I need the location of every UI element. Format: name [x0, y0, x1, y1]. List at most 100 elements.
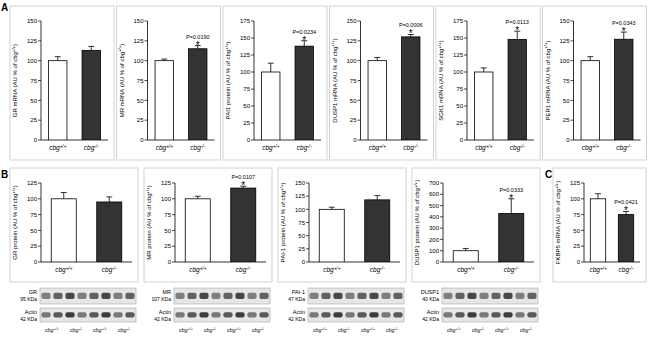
- significance-marker: *: [515, 25, 519, 36]
- blot-label: Actin: [293, 309, 305, 315]
- bar-chart: DUSP1 mRNA (AU % of cbg+/+)0255075100125…: [330, 6, 434, 160]
- y-tick-label: 0: [247, 137, 251, 143]
- y-tick-label: 50: [350, 98, 357, 104]
- y-tick-label: 0: [460, 137, 464, 143]
- text-part: ): [280, 183, 286, 185]
- superscript: +/+: [592, 144, 599, 149]
- chart-frame: [330, 6, 434, 160]
- y-tick: [38, 198, 41, 199]
- y-tick: [306, 262, 309, 263]
- lane-label: cbg+/+: [361, 327, 376, 333]
- x-tick-label: cbg-/-: [370, 266, 385, 274]
- text-part: ): [414, 180, 420, 182]
- y-tick: [440, 194, 443, 195]
- y-tick-label: 150: [346, 18, 357, 24]
- text-part: cbg: [495, 327, 504, 333]
- blot-membrane: [174, 288, 270, 304]
- western-blot: PAI-147 KDaActin42 KDacbg+/+cbg-/-cbg+/+…: [288, 288, 404, 333]
- y-tick: [172, 183, 175, 184]
- y-tick-label: 50: [298, 233, 305, 239]
- bar-chart: GR protein (AU % of cbg+/+)0255075100125…: [10, 168, 138, 282]
- y-tick: [571, 140, 574, 141]
- y-tick: [571, 60, 574, 61]
- y-tick-label: 125: [27, 38, 38, 44]
- text-part: GR protein (AU % of cbg: [12, 194, 18, 260]
- blot-membrane: [308, 308, 404, 322]
- y-tick-label: 150: [559, 18, 570, 24]
- y-tick-label: 125: [240, 52, 251, 58]
- y-tick-label: 125: [295, 193, 306, 199]
- x-tick-label: cbg-/-: [236, 266, 251, 274]
- blot-kda: 42 KDa: [422, 316, 439, 322]
- y-tick-label: 100: [453, 69, 464, 75]
- text-part: ): [555, 181, 561, 183]
- text-part: GR mRNA (AU % of cbg: [12, 52, 18, 117]
- blot-band: [175, 312, 184, 317]
- text-part: cbg: [189, 266, 200, 274]
- blot-band: [381, 312, 390, 317]
- significance-marker: *: [196, 40, 200, 51]
- blot-band: [369, 293, 378, 299]
- bar-chart: GR mRNA (AU % of cbg+/+)0255075100125150…: [10, 6, 114, 160]
- superscript: -/-: [94, 144, 99, 149]
- text-part: cbg: [403, 144, 414, 152]
- y-tick: [145, 21, 148, 22]
- text-part: cbg: [179, 327, 188, 333]
- bar: [453, 251, 478, 262]
- y-tick-label: 25: [30, 117, 37, 123]
- western-blot: MR107 KDaActin42 KDacbg+/+cbg-/-cbg+/+cb…: [152, 288, 270, 333]
- y-tick: [581, 183, 584, 184]
- y-tick: [251, 89, 254, 90]
- text-part: cbg: [313, 327, 322, 333]
- blot-band: [357, 293, 366, 299]
- y-tick: [464, 72, 467, 73]
- y-tick-label: 0: [34, 259, 38, 265]
- blot-band: [211, 293, 220, 299]
- y-tick-label: 0: [577, 259, 581, 265]
- blot-band: [491, 312, 500, 317]
- y-tick: [581, 246, 584, 247]
- y-tick: [571, 100, 574, 101]
- blot-label: MR: [162, 289, 171, 295]
- superscript: +/+: [60, 144, 67, 149]
- error-stem: [91, 46, 92, 50]
- superscript: -/-: [627, 144, 632, 149]
- blot-band: [381, 293, 390, 299]
- bar: [51, 199, 76, 262]
- error-cap: [195, 196, 201, 197]
- error-cap: [161, 59, 167, 60]
- blot-membrane: [308, 288, 404, 304]
- blot-kda: 95 KDa: [20, 296, 37, 302]
- error-bar: [195, 196, 201, 199]
- y-axis-line: [467, 21, 468, 140]
- blot-band: [527, 293, 536, 299]
- y-tick-label: 175: [453, 18, 464, 24]
- blot-band: [345, 293, 354, 299]
- superscript: -/-: [246, 266, 251, 271]
- blot-band: [89, 293, 98, 299]
- bar: [368, 61, 386, 140]
- chart-frame: [10, 168, 138, 282]
- y-tick: [358, 120, 361, 121]
- blot-membrane: [442, 308, 538, 322]
- error-bar: [374, 57, 380, 60]
- y-tick-label: 25: [30, 243, 37, 249]
- significance-marker: *: [622, 26, 626, 37]
- text-part: cbg: [156, 144, 167, 152]
- lane-label: cbg+/+: [179, 327, 194, 333]
- blot-band: [247, 312, 256, 317]
- y-tick: [464, 89, 467, 90]
- y-tick-label: 25: [298, 246, 305, 252]
- bars: [51, 192, 122, 262]
- y-tick-label: 50: [243, 103, 250, 109]
- bars: [368, 34, 420, 140]
- y-tick: [306, 248, 309, 249]
- blot-band: [321, 312, 330, 317]
- text-part: cbg: [510, 144, 521, 152]
- y-tick: [251, 123, 254, 124]
- superscript: +/+: [456, 327, 462, 331]
- blot-band: [259, 312, 268, 317]
- y-tick-label: 50: [30, 98, 37, 104]
- chart-frame: [117, 6, 221, 160]
- chart-frame: [144, 168, 272, 282]
